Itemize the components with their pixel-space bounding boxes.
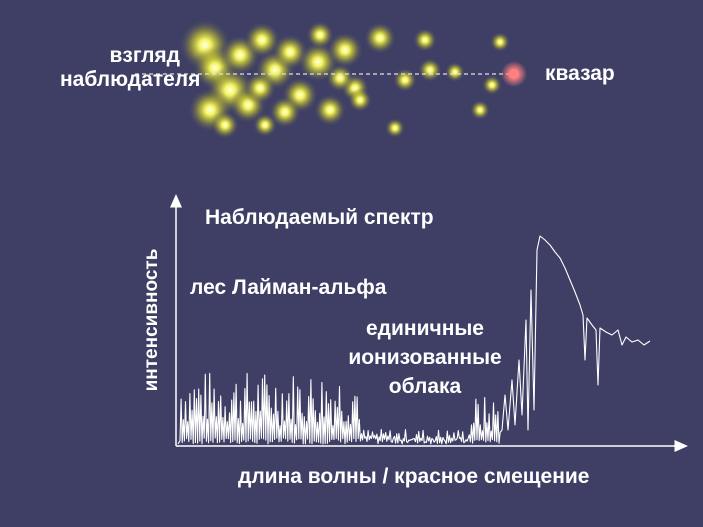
lyman-alpha-forest-label: лес Лайман-альфа xyxy=(190,276,387,299)
gas-clouds xyxy=(179,19,510,139)
gas-cloud xyxy=(326,64,354,92)
ionized-clouds-label: единичные ионизованные облака xyxy=(340,314,510,401)
gas-cloud xyxy=(482,75,502,95)
observer-label-line-2: наблюдателя xyxy=(60,68,201,91)
observer-label: взгляд наблюдателя xyxy=(60,44,201,92)
clouds-label-line-3: облака xyxy=(388,375,462,398)
gas-cloud xyxy=(211,111,239,139)
clouds-label-line-2: ионизованные xyxy=(348,346,502,369)
gas-cloud xyxy=(244,72,276,104)
y-axis-label: интенсивность xyxy=(141,248,162,392)
gas-cloud xyxy=(490,32,510,52)
spectrum-title: Наблюдаемый спектр xyxy=(205,206,434,229)
gas-cloud xyxy=(306,21,334,49)
spectrum-line xyxy=(177,235,651,445)
gas-cloud xyxy=(327,32,363,68)
gas-cloud xyxy=(470,100,490,120)
gas-cloud xyxy=(364,22,396,54)
quasar-label: квазар xyxy=(545,62,615,85)
gas-cloud xyxy=(413,28,437,52)
gas-cloud xyxy=(269,96,301,128)
gas-cloud xyxy=(385,118,405,138)
gas-cloud xyxy=(393,68,417,92)
x-axis-label: длина волны / красное смещение xyxy=(238,465,590,488)
clouds-label-line-1: единичные xyxy=(365,317,484,340)
gas-cloud xyxy=(314,94,346,126)
gas-cloud xyxy=(445,62,465,82)
gas-cloud xyxy=(418,58,442,82)
quasar-dot xyxy=(509,69,519,79)
gas-cloud xyxy=(253,113,277,137)
gas-cloud xyxy=(244,22,280,58)
observer-label-line-1: взгляд xyxy=(109,44,181,67)
gas-cloud xyxy=(348,88,372,112)
